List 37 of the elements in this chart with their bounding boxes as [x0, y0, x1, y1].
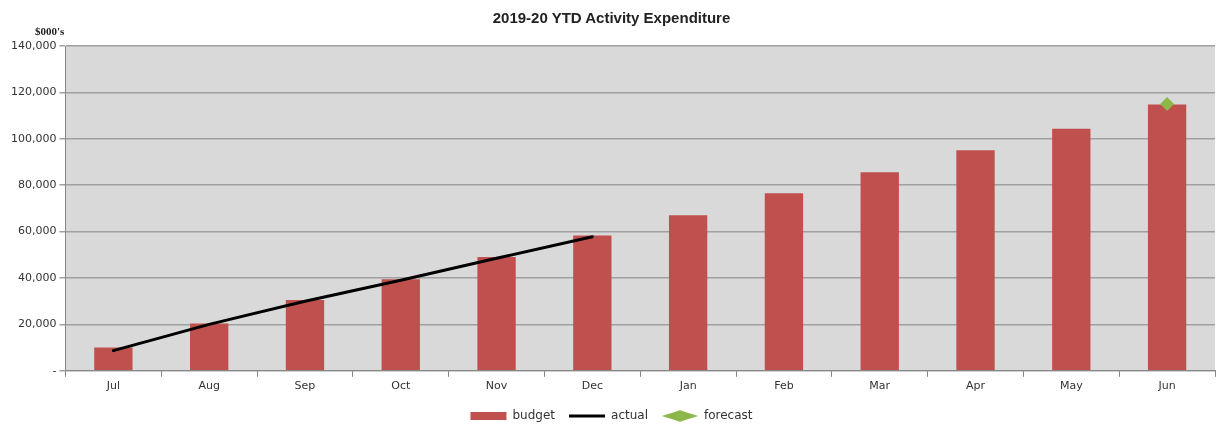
- bar: [477, 256, 516, 371]
- legend-label: actual: [611, 408, 648, 423]
- x-tick-label: Aug: [198, 379, 220, 393]
- bar: [860, 172, 899, 371]
- x-tick-label: Jan: [678, 379, 697, 393]
- y-tick-label: 100,000: [10, 131, 57, 145]
- bar: [1052, 128, 1091, 371]
- bar: [190, 323, 229, 371]
- y-tick-label: 140,000: [10, 38, 57, 52]
- y-tick-label: 40,000: [17, 270, 57, 284]
- x-tick-label: Sep: [294, 379, 316, 393]
- legend-label: forecast: [703, 408, 753, 423]
- y-tick-label: 120,000: [10, 85, 57, 99]
- x-tick-label: Apr: [966, 379, 986, 393]
- legend-label: budget: [512, 408, 556, 423]
- y-tick-label: 60,000: [17, 224, 57, 238]
- y-tick-label: 80,000: [17, 178, 57, 192]
- chart-title: 2019-20 YTD Activity Expenditure: [492, 9, 731, 27]
- y-tick-label: -: [52, 363, 57, 377]
- x-tick-label: May: [1059, 379, 1084, 393]
- bar: [285, 300, 325, 371]
- x-tick-label: Mar: [869, 379, 891, 393]
- bar: [94, 347, 133, 371]
- x-tick-label: Oct: [391, 379, 411, 393]
- x-tick-label: Jul: [105, 379, 121, 393]
- bar: [668, 215, 708, 371]
- x-tick-label: Dec: [581, 379, 603, 393]
- bar: [381, 279, 420, 371]
- y-tick-label: 20,000: [17, 317, 57, 331]
- bar: [1147, 104, 1187, 371]
- bar: [764, 193, 804, 371]
- y-axis-title: $000's: [35, 25, 66, 38]
- x-tick-label: Feb: [774, 379, 794, 393]
- bar: [956, 150, 995, 371]
- x-tick-label: Nov: [485, 379, 508, 393]
- bar: [573, 235, 612, 371]
- x-tick-label: Jun: [1157, 379, 1176, 393]
